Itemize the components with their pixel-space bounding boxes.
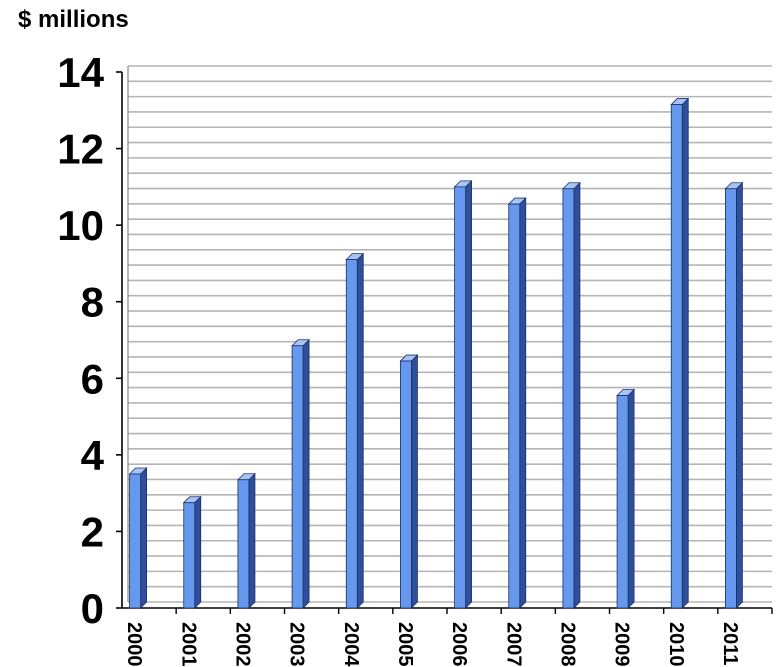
bar: [453, 179, 473, 609]
x-tick-label: 2011: [719, 622, 741, 665]
bar-side: [681, 97, 689, 609]
bar: [561, 181, 581, 609]
bar-front: [454, 186, 466, 609]
x-tick-label: 2001: [177, 622, 199, 667]
bars: [128, 97, 744, 609]
bar: [128, 467, 148, 609]
x-tick-label: 2007: [502, 622, 524, 667]
plot-area: [128, 66, 772, 602]
bar-side: [194, 495, 202, 609]
bar-front: [562, 188, 575, 609]
bar: [616, 388, 636, 609]
y-tick-label: 2: [81, 508, 104, 555]
x-tick-label: 2008: [556, 622, 578, 667]
bar-front: [616, 395, 629, 609]
bar-side: [140, 467, 147, 609]
y-axis-unit-label: $ millions: [18, 6, 129, 33]
bar-front: [400, 360, 412, 609]
y-tick-label: 8: [81, 279, 104, 326]
bar-front: [670, 104, 683, 609]
bar-side: [573, 181, 581, 609]
bar-side: [248, 472, 256, 609]
x-tick-label: 2006: [448, 622, 470, 667]
bar-front: [183, 502, 196, 609]
gridlines: [128, 65, 772, 603]
y-tick-label: 10: [57, 202, 104, 249]
x-tick-labels: 2000 2001 2002 2003 2004 2005 2006 2007 2008 2009…: [123, 608, 773, 667]
bar: [345, 252, 365, 609]
y-tick-label: 4: [81, 432, 105, 479]
bar-side: [465, 179, 472, 609]
x-tick-label: 2002: [231, 622, 253, 667]
x-tick-label: 2004: [340, 622, 362, 667]
bar: [236, 472, 256, 609]
y-tick-labels: 0 2 4 6 8 10 12 14: [57, 49, 122, 632]
bar: [291, 338, 311, 609]
bar-side: [627, 388, 635, 609]
bar-front: [725, 188, 737, 609]
x-tick-label: 2005: [394, 622, 416, 667]
y-tick-label: 0: [81, 585, 104, 632]
bar-front: [237, 479, 250, 609]
bar-side: [302, 338, 310, 609]
x-tick-label: 2003: [286, 622, 308, 667]
bar-front: [345, 259, 358, 609]
bar-side: [519, 197, 527, 609]
bar-side: [736, 181, 743, 609]
y-tick-label: 6: [81, 355, 104, 402]
bar: [399, 354, 419, 609]
bar-side: [356, 252, 364, 609]
x-tick-label: 2010: [665, 622, 687, 667]
bar: [507, 197, 527, 609]
y-tick-label: 14: [57, 49, 104, 96]
bar-front: [129, 473, 141, 609]
bar-front: [291, 345, 304, 609]
bar-front: [508, 203, 521, 609]
bar: [670, 97, 690, 609]
y-tick-label: 12: [57, 126, 104, 173]
bar: [182, 495, 202, 609]
x-tick-label: 2009: [611, 622, 633, 667]
bar: [724, 181, 744, 609]
bar-side: [411, 354, 418, 609]
x-tick-label: 2000: [123, 622, 145, 667]
